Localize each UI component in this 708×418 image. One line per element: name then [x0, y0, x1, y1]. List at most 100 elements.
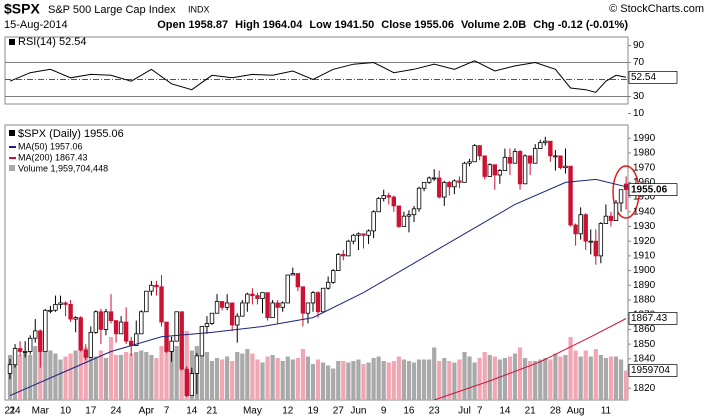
volume-bar — [38, 349, 43, 400]
volume-bar — [341, 361, 346, 400]
candle-body — [376, 198, 381, 213]
candle-body — [144, 290, 149, 313]
candle-body — [472, 145, 477, 163]
candle-body — [43, 309, 48, 352]
candle-body — [497, 170, 503, 176]
volume-bar — [225, 356, 230, 400]
candle-body — [467, 161, 472, 164]
candle-body — [285, 274, 290, 304]
stat: Chg -0.12 (-0.01%) — [533, 19, 628, 31]
volume-bar — [204, 352, 210, 400]
volume-bar — [588, 356, 593, 400]
value-tag-box — [628, 183, 678, 196]
candle-body — [204, 323, 210, 327]
x-tick-label: Jul — [458, 406, 471, 417]
x-tick-label: 14 — [499, 406, 511, 417]
legend-entry: MA(200) 1867.43 — [18, 152, 88, 162]
volume-bar — [361, 364, 366, 400]
price-tick-label: 1980 — [633, 148, 656, 159]
volume-bar — [119, 355, 124, 400]
volume-bar — [437, 361, 442, 400]
candle-body — [305, 302, 311, 314]
volume-bar — [336, 361, 341, 400]
value-tag-box — [628, 364, 678, 377]
volume-bar — [230, 361, 235, 400]
volume-bar — [492, 356, 497, 400]
candle-body — [53, 304, 58, 311]
price-tick-label: 1880 — [633, 295, 656, 306]
x-tick-label: Mar — [32, 406, 50, 417]
volume-bar — [462, 352, 467, 400]
x-tick-label: 28 — [550, 406, 562, 417]
price-tick-label: 1890 — [633, 280, 656, 291]
x-tick-label: 21 — [4, 406, 16, 417]
value-tag: 1955.06 — [631, 184, 668, 195]
volume-bar — [396, 356, 401, 400]
volume-bar — [209, 361, 215, 400]
candle-body — [78, 317, 83, 351]
price-tick-label: 1990 — [633, 133, 656, 144]
candle-body — [98, 311, 104, 330]
x-tick-label: 10 — [60, 406, 72, 417]
candle-body — [391, 196, 396, 207]
candle-body — [346, 240, 351, 257]
candle-body — [426, 177, 432, 183]
volume-bar — [467, 356, 472, 400]
volume-bar — [507, 356, 513, 400]
candle-body — [154, 284, 159, 288]
volume-bar — [164, 340, 169, 400]
volume-bar — [270, 355, 275, 400]
candle-body — [356, 233, 361, 236]
volume-bar — [260, 362, 265, 400]
volume-bar — [28, 355, 33, 400]
volume-bar — [88, 355, 93, 400]
candle-body — [482, 155, 487, 177]
stat: Low 1941.50 — [309, 19, 374, 31]
volume-bar — [533, 361, 538, 400]
value-tag: 1959704 — [631, 365, 670, 376]
candle-body — [598, 223, 604, 257]
candle-body — [447, 181, 452, 188]
volume-bar — [98, 350, 103, 400]
candle-body — [255, 295, 260, 299]
candle-body — [522, 155, 528, 185]
volume-bar — [78, 349, 83, 400]
volume-bar — [517, 347, 523, 400]
volume-bar — [265, 356, 270, 400]
candle-body — [300, 286, 306, 314]
candle-body — [487, 164, 492, 177]
candle-body — [224, 302, 230, 308]
volume-bar — [235, 352, 240, 400]
rsi-tick-label: 90 — [633, 40, 645, 51]
volume-bar — [618, 359, 624, 400]
price-tick-label: 1920 — [633, 236, 656, 247]
volume-bar — [608, 356, 614, 400]
candle-body — [588, 240, 593, 243]
volume-bar — [73, 350, 78, 400]
volume-bar — [346, 362, 351, 400]
candle-body — [123, 321, 129, 342]
rsi-line — [9, 60, 627, 93]
volume-bar — [548, 359, 553, 400]
candle-body — [88, 331, 93, 358]
volume-bar — [184, 331, 189, 400]
volume-bar — [43, 352, 48, 400]
x-tick-label: 9 — [381, 406, 387, 417]
volume-bar — [573, 350, 578, 400]
candle-body — [179, 311, 184, 370]
candle-body — [452, 180, 457, 188]
candle-body — [366, 230, 371, 236]
candle-body — [330, 270, 336, 283]
candle-body — [260, 292, 265, 299]
candle-body — [209, 312, 215, 324]
volume-bar — [447, 361, 452, 400]
volume-bar — [149, 355, 154, 400]
candle-body — [512, 151, 518, 164]
rsi-legend: RSI(14) 52.54 — [18, 36, 86, 48]
volume-bar — [18, 355, 23, 400]
volume-bar — [33, 346, 38, 400]
legend-swatch — [9, 165, 15, 171]
volume-bar — [452, 362, 457, 400]
volume-bar — [411, 362, 417, 400]
x-tick-label: 16 — [403, 406, 415, 417]
